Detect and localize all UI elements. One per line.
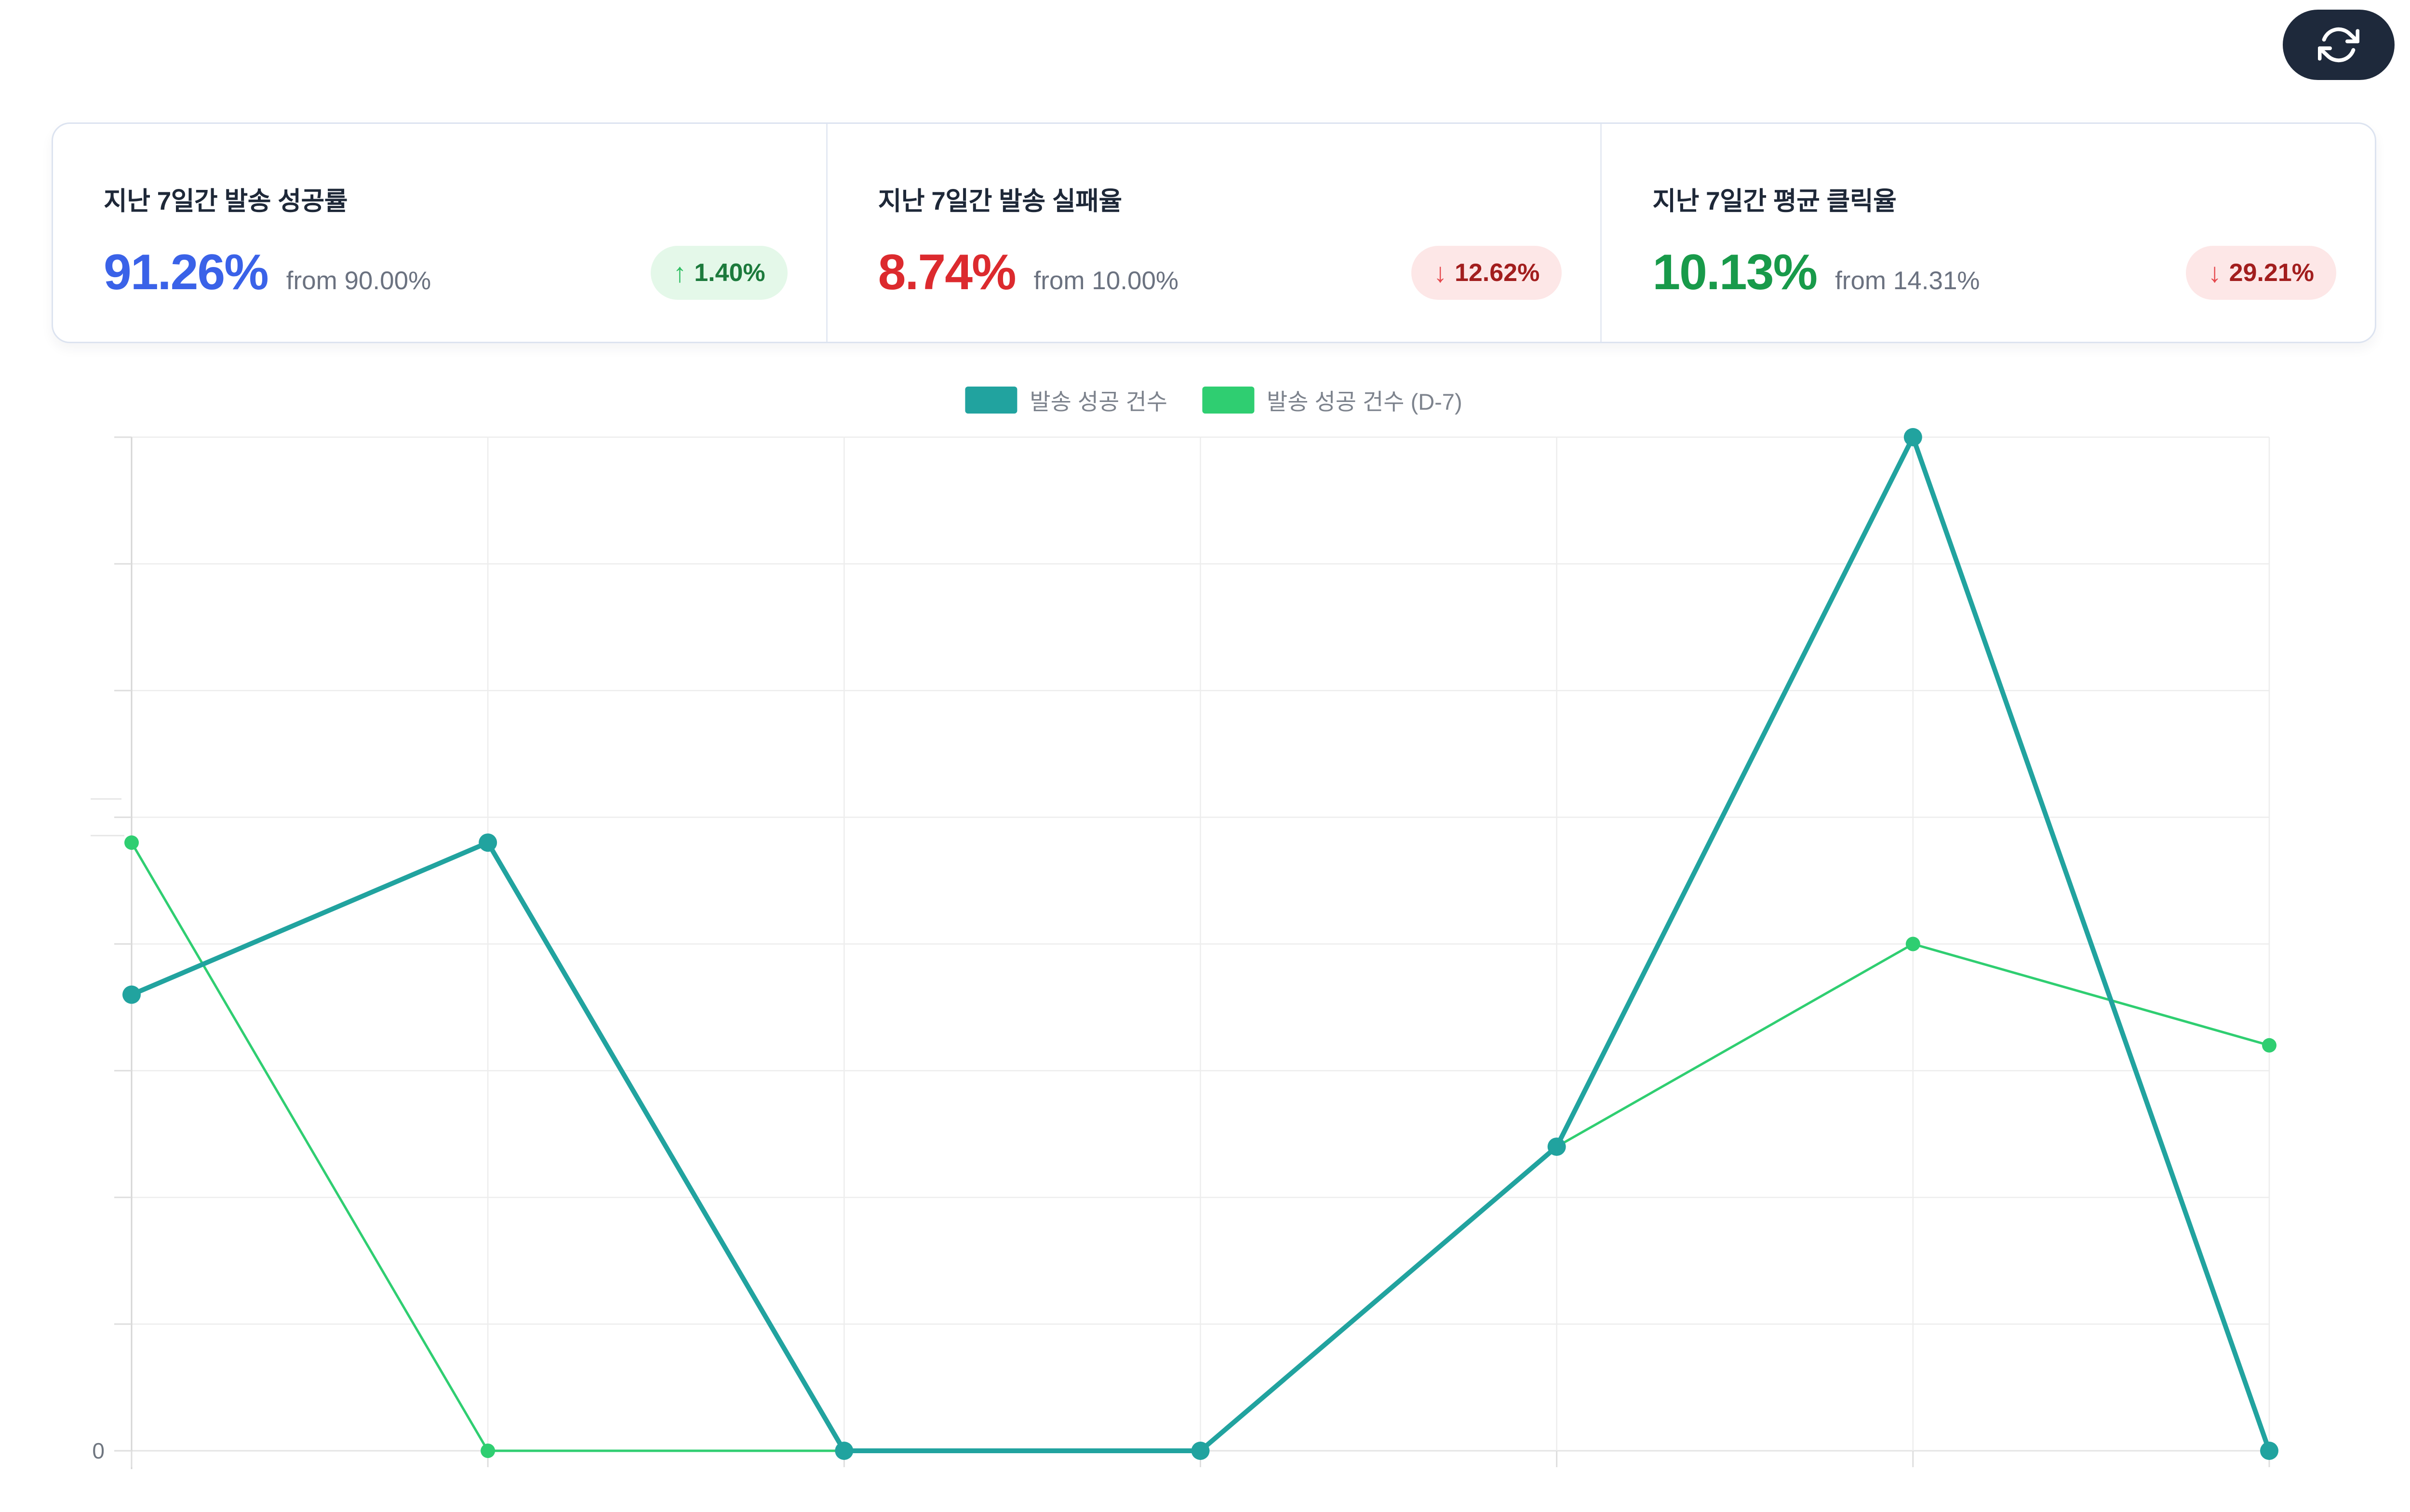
svg-text:0: 0 bbox=[92, 1438, 105, 1463]
stat-card-success-rate: 지난 7일간 발송 성공률 91.26% from 90.00% ↑ 1.40% bbox=[53, 124, 826, 342]
badge-value: 12.62% bbox=[1454, 258, 1540, 287]
trend-badge: ↓ 29.21% bbox=[2185, 245, 2337, 300]
arrow-down-icon: ↓ bbox=[1433, 257, 1447, 288]
legend-item-success-count[interactable]: 발송 성공 건수 bbox=[965, 383, 1167, 416]
legend-swatch-green bbox=[1202, 386, 1254, 414]
badge-value: 1.40% bbox=[694, 258, 765, 287]
card-title: 지난 7일간 발송 실패율 bbox=[878, 187, 1122, 215]
chart-legend: 발송 성공 건수 발송 성공 건수 (D-7) bbox=[965, 383, 1462, 416]
card-from-label: from 14.31% bbox=[1835, 267, 1980, 295]
legend-label: 발송 성공 건수 (D-7) bbox=[1266, 389, 1462, 415]
legend-item-success-count-d7[interactable]: 발송 성공 건수 (D-7) bbox=[1202, 383, 1462, 416]
arrow-down-icon: ↓ bbox=[2208, 257, 2222, 288]
stat-card-click-rate: 지난 7일간 평균 클릭율 10.13% from 14.31% ↓ 29.21… bbox=[1600, 124, 2375, 342]
refresh-button[interactable] bbox=[2283, 10, 2395, 80]
card-title: 지난 7일간 발송 성공률 bbox=[104, 187, 348, 215]
badge-value: 29.21% bbox=[2229, 258, 2315, 287]
card-title: 지난 7일간 평균 클릭율 bbox=[1652, 187, 1897, 215]
legend-label: 발송 성공 건수 bbox=[1030, 389, 1167, 415]
card-value: 10.13% bbox=[1652, 244, 1818, 300]
card-value-row: 91.26% from 90.00% ↑ 1.40% bbox=[104, 244, 788, 301]
card-value: 91.26% bbox=[104, 244, 269, 300]
refresh-icon bbox=[2318, 24, 2359, 66]
stat-card-failure-rate: 지난 7일간 발송 실패율 8.74% from 10.00% ↓ 12.62% bbox=[826, 124, 1601, 342]
card-value-row: 10.13% from 14.31% ↓ 29.21% bbox=[1652, 244, 2337, 301]
card-value-row: 8.74% from 10.00% ↓ 12.62% bbox=[878, 244, 1562, 301]
arrow-up-icon: ↑ bbox=[673, 257, 687, 288]
legend-swatch-teal bbox=[965, 386, 1018, 414]
stat-cards-row: 지난 7일간 발송 성공률 91.26% from 90.00% ↑ 1.40%… bbox=[52, 122, 2376, 343]
card-from-label: from 90.00% bbox=[286, 267, 431, 295]
card-from-label: from 10.00% bbox=[1033, 267, 1179, 295]
trend-badge: ↓ 12.62% bbox=[1411, 245, 1562, 300]
card-value: 8.74% bbox=[878, 244, 1017, 300]
trend-badge: ↑ 1.40% bbox=[651, 245, 788, 300]
